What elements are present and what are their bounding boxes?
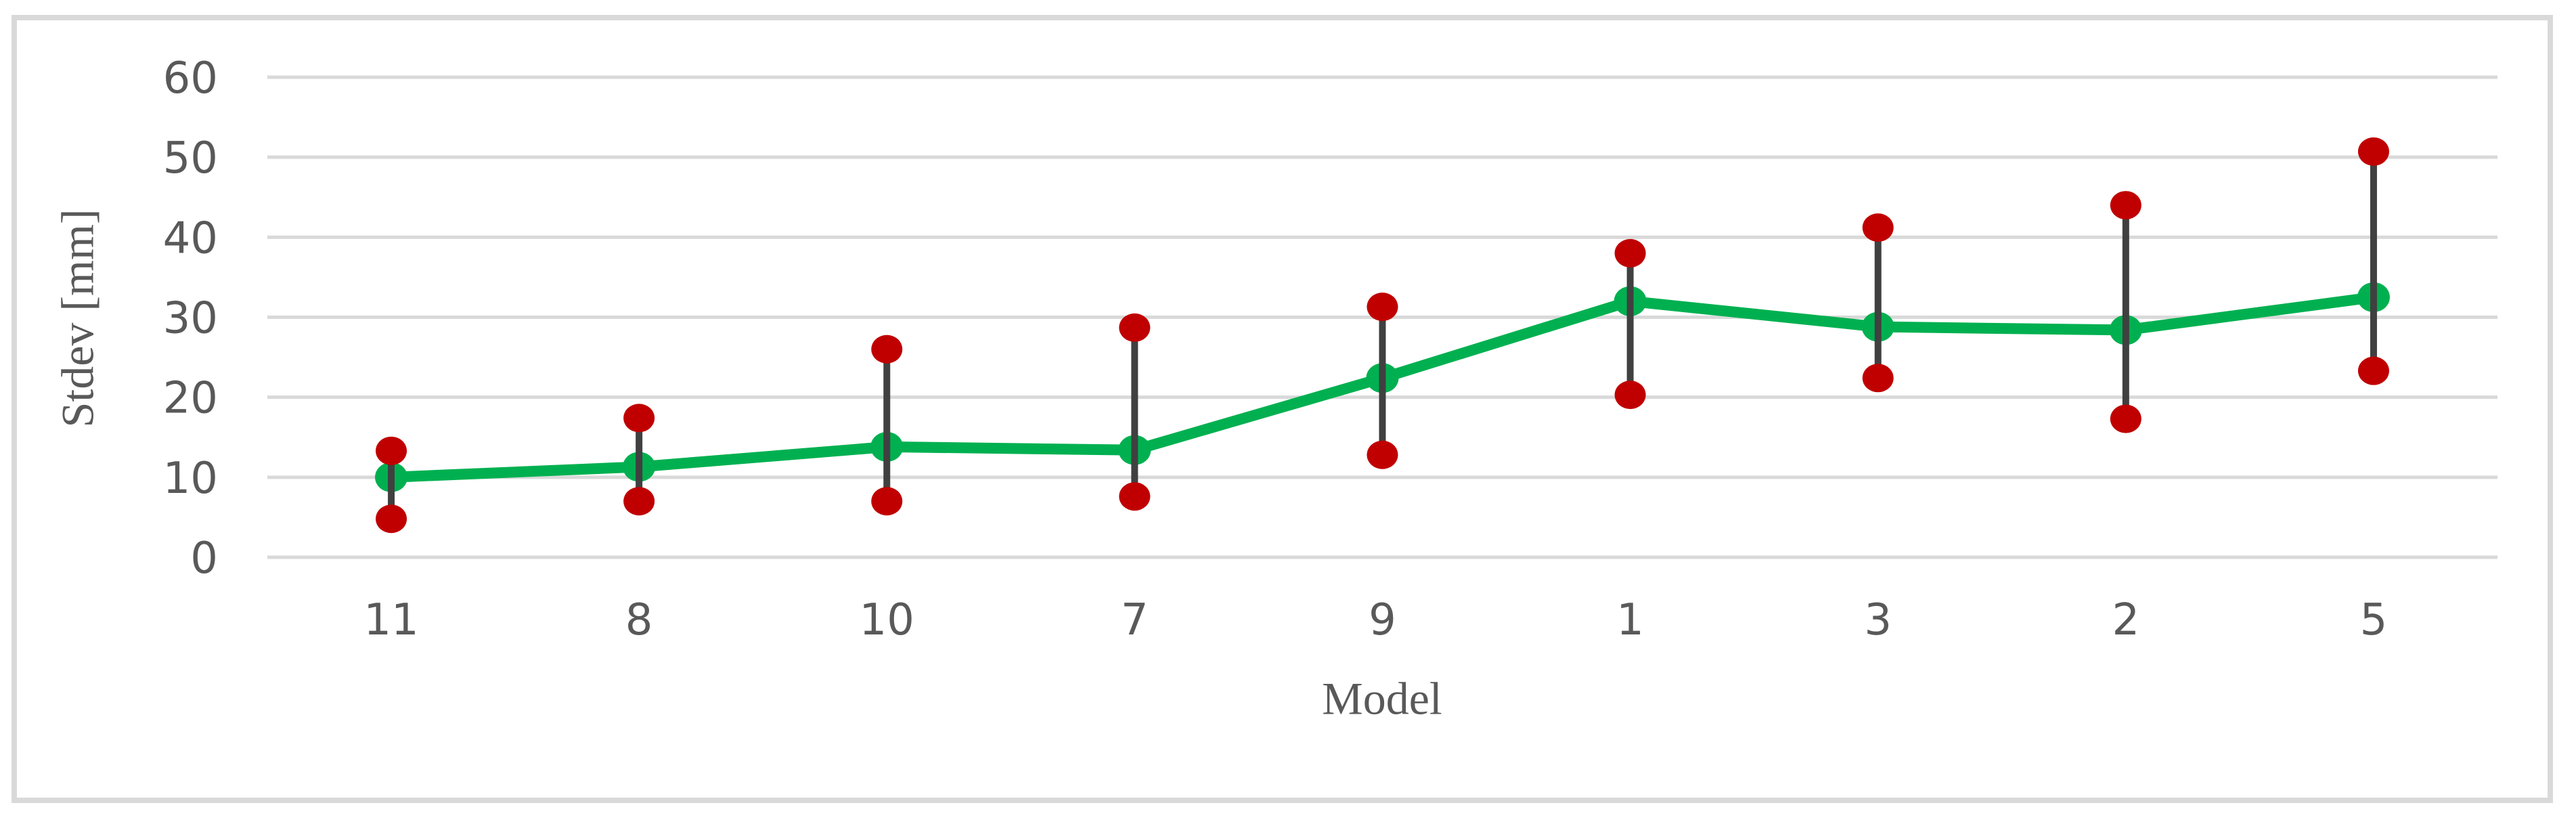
lower-marker-9 xyxy=(1367,440,1398,469)
y-tick-label-10: 10 xyxy=(163,454,218,504)
x-tick-label-8: 8 xyxy=(625,595,653,645)
upper-marker-10 xyxy=(871,334,903,364)
y-tick-label-0: 0 xyxy=(190,534,218,584)
x-tick-label-3: 3 xyxy=(1864,595,1892,645)
lower-marker-8 xyxy=(623,487,655,516)
upper-marker-2 xyxy=(2110,191,2141,220)
x-tick-label-7: 7 xyxy=(1121,595,1149,645)
x-tick-label-10: 10 xyxy=(860,595,914,645)
upper-marker-8 xyxy=(623,404,655,433)
upper-marker-9 xyxy=(1367,293,1398,322)
x-tick-label-5: 5 xyxy=(2360,595,2388,645)
lower-marker-1 xyxy=(1614,381,1646,410)
y-tick-label-40: 40 xyxy=(163,213,218,263)
y-tick-label-30: 30 xyxy=(163,294,218,344)
upper-marker-7 xyxy=(1119,313,1151,342)
lower-marker-10 xyxy=(871,487,903,516)
x-tick-label-9: 9 xyxy=(1369,595,1396,645)
lower-marker-11 xyxy=(376,504,407,534)
lower-marker-2 xyxy=(2110,404,2141,433)
x-axis-title: Model xyxy=(1322,672,1442,724)
upper-marker-3 xyxy=(1862,213,1894,242)
x-tick-label-1: 1 xyxy=(1616,595,1644,645)
y-tick-label-50: 50 xyxy=(163,133,218,183)
lower-marker-7 xyxy=(1119,482,1151,511)
y-tick-label-60: 60 xyxy=(163,53,218,104)
upper-marker-1 xyxy=(1614,238,1646,267)
x-tick-label-11: 11 xyxy=(363,595,418,645)
x-tick-label-2: 2 xyxy=(2112,595,2139,645)
y-tick-label-20: 20 xyxy=(163,374,218,424)
upper-marker-5 xyxy=(2357,137,2389,166)
upper-marker-11 xyxy=(376,436,407,465)
y-axis-title: Stdev [mm] xyxy=(51,209,104,428)
lower-marker-3 xyxy=(1862,364,1894,393)
lower-marker-5 xyxy=(2357,356,2389,385)
